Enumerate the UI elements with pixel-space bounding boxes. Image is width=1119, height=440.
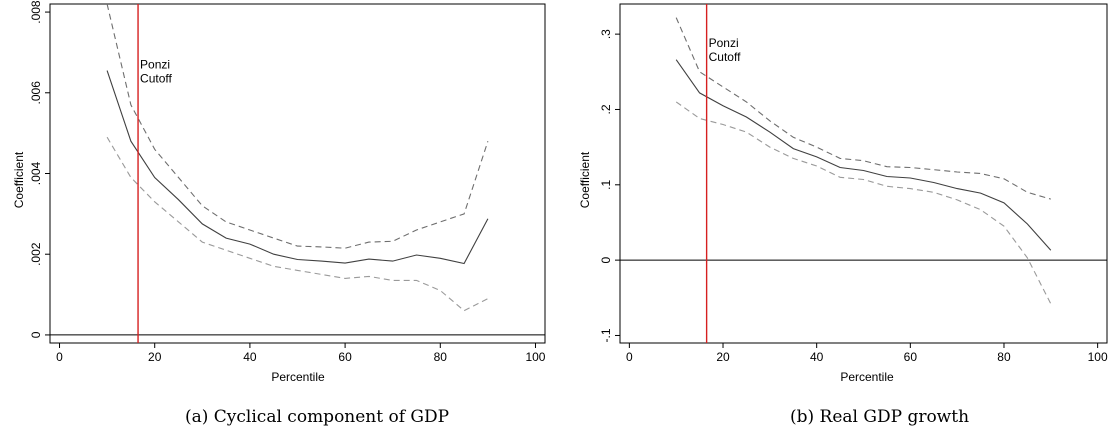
xlabel-b: Percentile	[840, 370, 894, 384]
caption-b: (b) Real GDP growth	[790, 407, 970, 427]
plot-frame-b	[619, 3, 1108, 344]
cutoff-label-b: Cutoff	[709, 50, 741, 64]
y-tick-label-a: .004	[29, 161, 43, 185]
y-tick-label-b: -.1	[599, 328, 613, 342]
y-tick-label-a: 0	[29, 331, 43, 338]
xlabel-a: Percentile	[271, 370, 325, 384]
y-tick-label-a: .002	[29, 242, 43, 266]
series-estimate-line-b	[675, 59, 1052, 251]
cutoff-label-a: Cutoff	[140, 72, 172, 86]
y-tick-label-b: .2	[599, 104, 613, 114]
x-tick-label-a: 40	[243, 350, 257, 364]
chart-b: Coefficient Percentile 0 20 40 60 80 100 -.1 0.…	[578, 3, 1108, 384]
x-tick-label-a: 60	[338, 350, 352, 364]
x-tick-label-b: 80	[997, 350, 1011, 364]
chart-a: Coefficient Percentile 0 20 40 60 80 100 0 .002…	[12, 0, 546, 384]
series-lower-line-b	[675, 101, 1052, 305]
series-lower-line-a	[106, 136, 489, 312]
x-tick-label-a: 100	[525, 350, 545, 364]
caption-a: (a) Cyclical component of GDP	[185, 407, 450, 427]
cutoff-label-b: Ponzi	[709, 36, 739, 50]
x-tick-label-a: 0	[56, 350, 63, 364]
x-tick-label-b: 0	[626, 350, 633, 364]
ylabel-a: Coefficient	[12, 151, 26, 208]
x-tick-label-b: 40	[810, 350, 824, 364]
x-tick-label-b: 20	[716, 350, 730, 364]
cutoff-label-a: Ponzi	[140, 58, 170, 72]
y-tick-label-b: .1	[599, 179, 613, 189]
series-upper-line-b	[675, 17, 1051, 200]
y-tick-label-a: .008	[29, 0, 43, 24]
x-tick-label-a: 80	[434, 350, 448, 364]
plot-frame-a	[49, 3, 546, 344]
y-tick-label-b: 0	[599, 256, 613, 263]
x-tick-label-b: 100	[1088, 350, 1108, 364]
x-tick-label-b: 60	[904, 350, 918, 364]
y-tick-label-b: .3	[599, 29, 613, 39]
series-upper-line-a	[106, 3, 489, 249]
y-tick-label-a: .006	[29, 81, 43, 105]
x-tick-label-a: 20	[148, 350, 162, 364]
ylabel-b: Coefficient	[578, 151, 592, 208]
series-estimate-line-a	[106, 70, 489, 265]
